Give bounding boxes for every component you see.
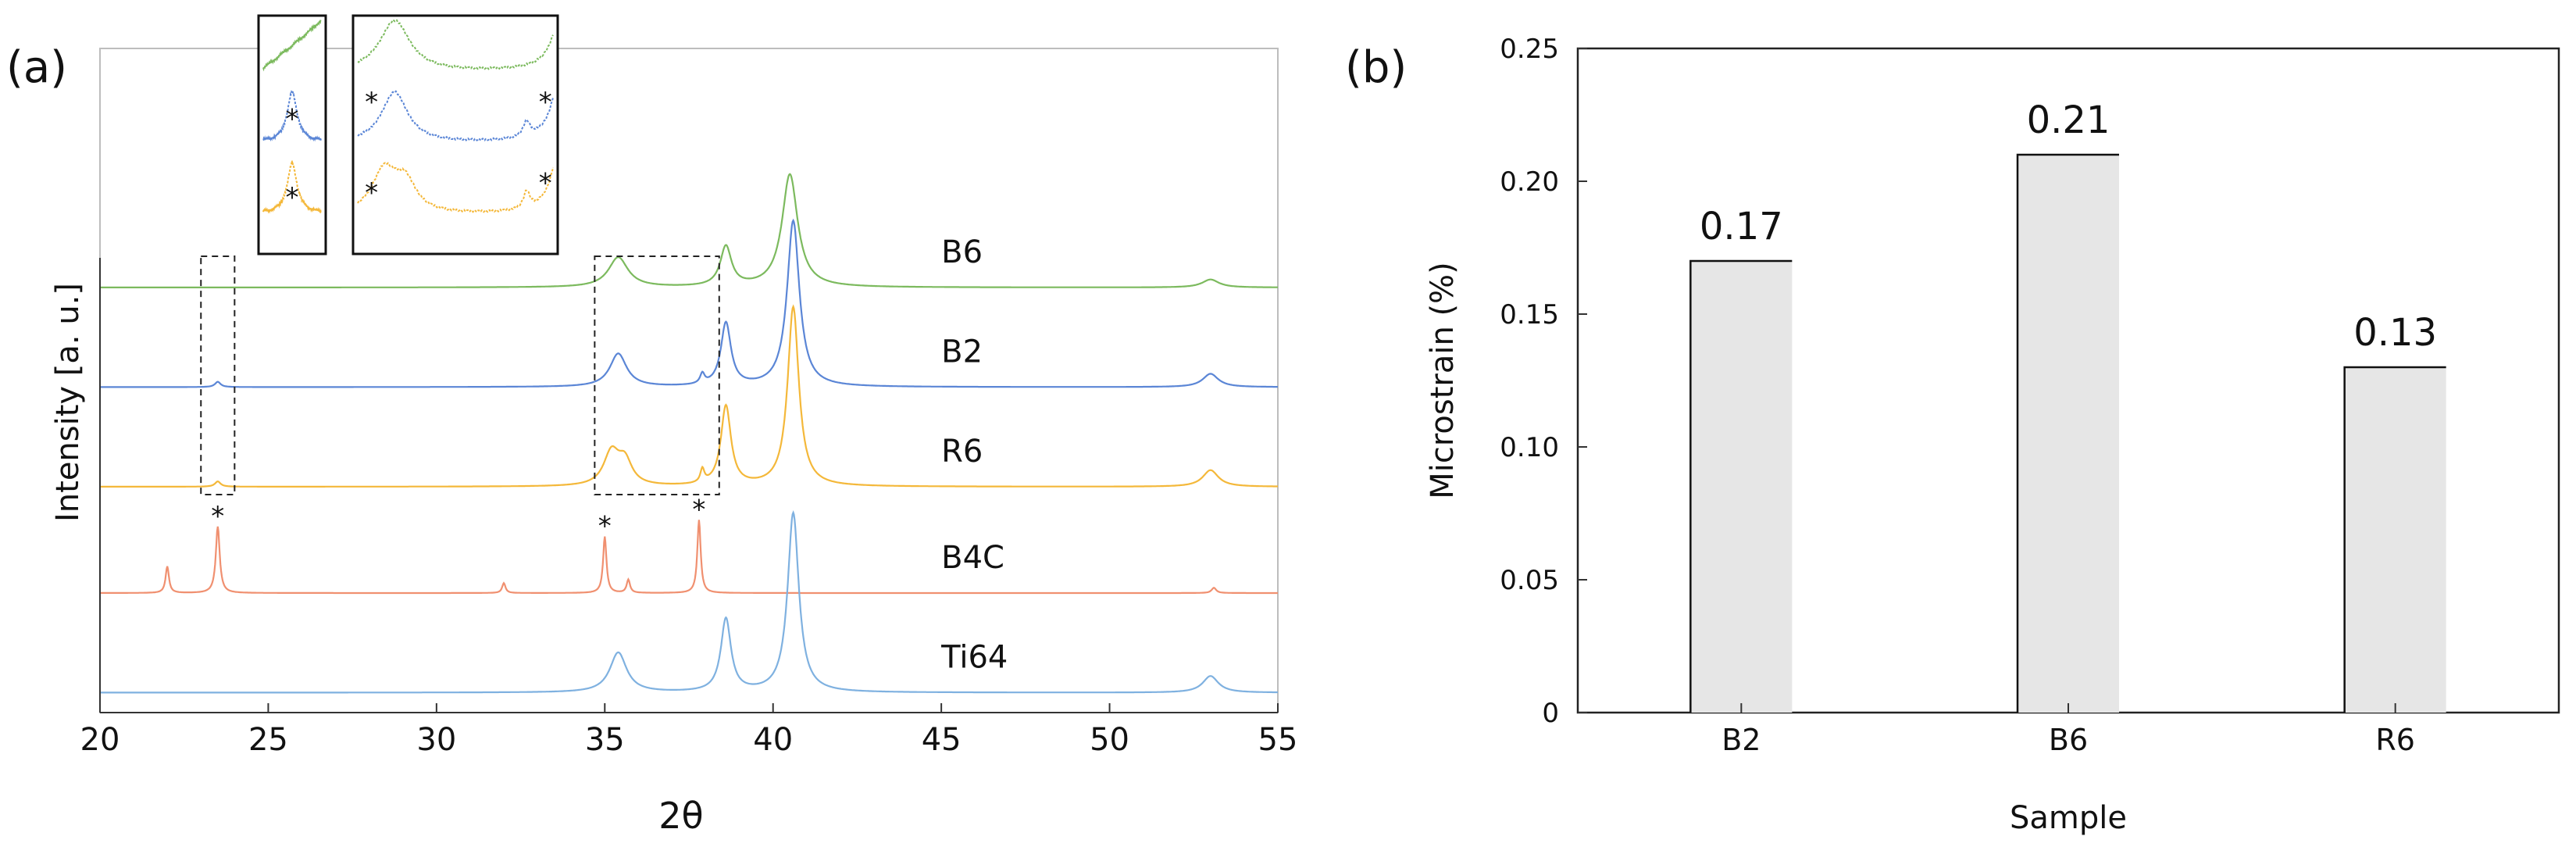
series-line-ti64 bbox=[100, 509, 1278, 694]
zoom-inset-left-trace-b6 bbox=[262, 16, 322, 72]
series-line-b4c bbox=[100, 520, 1278, 595]
curve-label-b4c: B4C bbox=[941, 540, 1004, 576]
bar-b6 bbox=[2018, 155, 2119, 713]
microstrain-bars: 0.17 0.21 0.13 bbox=[1689, 98, 2446, 713]
peak-marker-3: * bbox=[692, 494, 705, 525]
zoom-insets: ****** bbox=[257, 14, 559, 255]
zoom-inset-right-frame bbox=[351, 14, 559, 255]
zoom-inset-right-marker-3: * bbox=[539, 87, 552, 118]
value-label-b6: 0.21 bbox=[2027, 98, 2110, 142]
zoom-inset-right: * * * * bbox=[351, 14, 559, 255]
zoom-inset-left-marker-2: * bbox=[286, 182, 299, 213]
zoom-inset-right-marker-2: * bbox=[365, 177, 378, 209]
value-label-b2: 0.17 bbox=[1700, 205, 1783, 248]
x-tick-label-25: 25 bbox=[248, 722, 288, 758]
curve-label-b2: B2 bbox=[941, 334, 983, 370]
panel-a-label: (a) bbox=[6, 42, 67, 93]
x-tick-label-b2: B2 bbox=[1721, 723, 1761, 757]
zoom-inset-right-trace-r6 bbox=[357, 162, 554, 213]
peak-marker-1: * bbox=[211, 501, 224, 532]
panel-b-y-axis-title: Microstrain (%) bbox=[1425, 262, 1461, 499]
bar-b2 bbox=[1690, 261, 1793, 713]
curve-label-b6: B6 bbox=[941, 234, 983, 270]
panel-a-x-axis-title: 2θ bbox=[658, 795, 703, 837]
curve-label-r6: R6 bbox=[941, 434, 983, 470]
panel-a-x-ticks: 20 25 30 35 40 45 50 55 bbox=[80, 703, 1298, 758]
x-tick-label-55: 55 bbox=[1258, 722, 1298, 758]
x-tick-label-b6: B6 bbox=[2049, 723, 2088, 757]
bar-outline-b6 bbox=[2016, 153, 2119, 713]
panel-b-label: (b) bbox=[1345, 42, 1407, 93]
peak-marker-2: * bbox=[598, 511, 612, 542]
panel-b-y-ticks: 0 0.05 0.10 0.15 0.20 0.25 bbox=[1500, 34, 1587, 729]
zoom-inset-left-marker-1: * bbox=[286, 103, 299, 134]
y-tick-label-0.10: 0.10 bbox=[1500, 432, 1559, 463]
bar-outline-b2 bbox=[1689, 259, 1793, 713]
x-tick-label-30: 30 bbox=[416, 722, 456, 758]
panel-a-y-axis-title: Intensity [a. u.] bbox=[50, 283, 86, 522]
series-line-b2 bbox=[100, 218, 1278, 388]
zoom-inset-left: ** bbox=[257, 14, 327, 255]
bar-r6 bbox=[2344, 367, 2446, 713]
y-tick-label-0.20: 0.20 bbox=[1500, 166, 1559, 198]
dashed-region-1 bbox=[200, 255, 236, 495]
panel-b-microstrain-bar-chart: (b) 0 0.05 0.10 0.15 0.20 0.25 0.17 0.21 0.13 B… bbox=[1345, 34, 2560, 836]
value-label-r6: 0.13 bbox=[2353, 311, 2437, 355]
curve-label-ti64: Ti64 bbox=[940, 640, 1008, 676]
zoom-inset-right-trace-b2 bbox=[357, 90, 554, 142]
panel-b-x-axis-title: Sample bbox=[2010, 800, 2127, 836]
x-tick-label-40: 40 bbox=[753, 722, 793, 758]
series-line-r6 bbox=[100, 304, 1278, 488]
x-tick-label-50: 50 bbox=[1090, 722, 1129, 758]
zoom-inset-right-marker-1: * bbox=[365, 87, 378, 118]
x-tick-label-45: 45 bbox=[922, 722, 962, 758]
b4c-peak-markers: * * * bbox=[211, 494, 705, 541]
y-tick-label-0.15: 0.15 bbox=[1500, 299, 1559, 331]
y-tick-label-0.25: 0.25 bbox=[1500, 34, 1559, 65]
dashed-region-2 bbox=[594, 255, 720, 495]
zoom-inset-right-trace-b6 bbox=[357, 19, 554, 70]
curve-labels: B6 B2 R6 B4C Ti64 bbox=[940, 234, 1008, 676]
dashed-zoom-regions bbox=[200, 255, 720, 495]
zoom-inset-left-frame bbox=[257, 14, 327, 255]
bar-outline-r6 bbox=[2343, 366, 2446, 713]
xrd-curves bbox=[100, 173, 1278, 694]
y-tick-label-0: 0 bbox=[1542, 698, 1559, 729]
x-tick-label-r6: R6 bbox=[2375, 723, 2415, 757]
x-tick-label-35: 35 bbox=[585, 722, 625, 758]
y-tick-label-0.05: 0.05 bbox=[1500, 565, 1559, 596]
zoom-inset-right-marker-4: * bbox=[539, 168, 552, 199]
x-tick-label-20: 20 bbox=[80, 722, 120, 758]
panel-b-x-ticks: B2 B6 R6 bbox=[1721, 703, 2415, 757]
zoom-inset-left-trace-r6 bbox=[262, 159, 322, 215]
series-line-b6 bbox=[100, 173, 1278, 288]
zoom-inset-left-trace-b2 bbox=[262, 90, 322, 144]
